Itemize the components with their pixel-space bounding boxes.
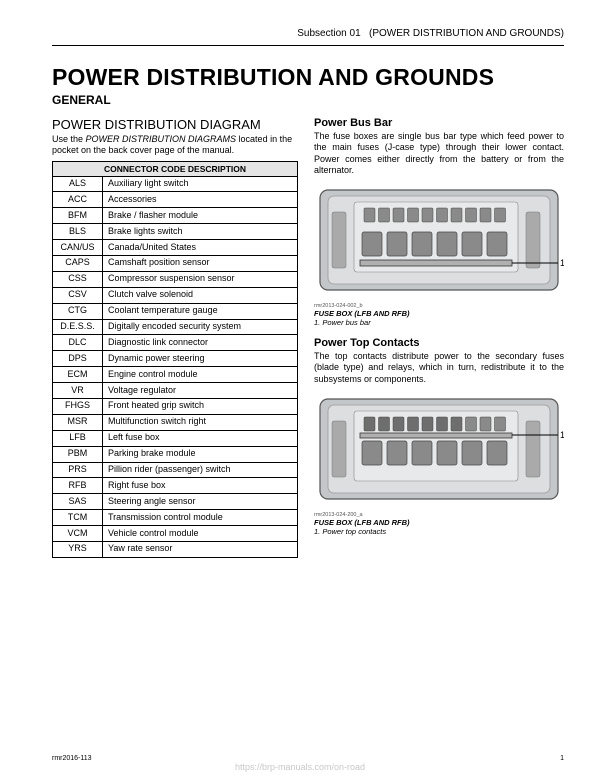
code-cell: VR [53, 383, 103, 399]
table-row: PRSPillion rider (passenger) switch [53, 462, 298, 478]
desc-cell: Yaw rate sensor [103, 541, 298, 557]
table-header: CONNECTOR CODE DESCRIPTION [53, 161, 298, 176]
table-row: LFBLeft fuse box [53, 430, 298, 446]
figure-1-note: 1. Power bus bar [314, 318, 564, 327]
code-cell: PRS [53, 462, 103, 478]
fuse-box-figure-2: 1 [314, 393, 564, 511]
code-cell: SAS [53, 494, 103, 510]
table-row: BLSBrake lights switch [53, 224, 298, 240]
subsection-label: Subsection 01 [297, 28, 360, 39]
figure-2-note: 1. Power top contacts [314, 527, 564, 536]
desc-cell: Steering angle sensor [103, 494, 298, 510]
code-cell: CTG [53, 303, 103, 319]
watermark: https://brp-manuals.com/on-road [0, 762, 600, 772]
connector-code-table: CONNECTOR CODE DESCRIPTION ALSAuxiliary … [52, 161, 298, 558]
table-row: CSSCompressor suspension sensor [53, 271, 298, 287]
bus-bar-text: The fuse boxes are single bus bar type w… [314, 131, 564, 176]
code-cell: BLS [53, 224, 103, 240]
code-cell: RFB [53, 478, 103, 494]
bus-bar-heading: Power Bus Bar [314, 117, 564, 129]
table-row: ECMEngine control module [53, 367, 298, 383]
desc-cell: Parking brake module [103, 446, 298, 462]
svg-text:1: 1 [560, 258, 564, 268]
desc-cell: Front heated grip switch [103, 398, 298, 414]
table-row: D.E.S.S.Digitally encoded security syste… [53, 319, 298, 335]
desc-cell: Clutch valve solenoid [103, 287, 298, 303]
right-column: Power Bus Bar The fuse boxes are single … [314, 117, 564, 558]
intro-text: Use the POWER DISTRIBUTION DIAGRAMS loca… [52, 134, 298, 157]
table-row: DPSDynamic power steering [53, 351, 298, 367]
code-cell: VCM [53, 526, 103, 542]
main-title: POWER DISTRIBUTION AND GROUNDS [52, 64, 564, 91]
desc-cell: Transmission control module [103, 510, 298, 526]
table-row: CAPSCamshaft position sensor [53, 255, 298, 271]
code-cell: CSV [53, 287, 103, 303]
desc-cell: Diagnostic link connector [103, 335, 298, 351]
table-row: VCMVehicle control module [53, 526, 298, 542]
header-title: (POWER DISTRIBUTION AND GROUNDS) [369, 28, 564, 39]
table-row: CSVClutch valve solenoid [53, 287, 298, 303]
page-header: Subsection 01 (POWER DISTRIBUTION AND GR… [52, 28, 564, 46]
desc-cell: Pillion rider (passenger) switch [103, 462, 298, 478]
code-cell: FHGS [53, 398, 103, 414]
code-cell: BFM [53, 208, 103, 224]
table-row: PBMParking brake module [53, 446, 298, 462]
table-row: FHGSFront heated grip switch [53, 398, 298, 414]
table-row: RFBRight fuse box [53, 478, 298, 494]
code-cell: ACC [53, 192, 103, 208]
code-cell: DLC [53, 335, 103, 351]
table-row: CTGCoolant temperature gauge [53, 303, 298, 319]
page-footer: rmr2016-113 1 [52, 755, 564, 762]
footer-left: rmr2016-113 [52, 755, 92, 762]
left-column: POWER DISTRIBUTION DIAGRAM Use the POWER… [52, 117, 298, 558]
table-row: YRSYaw rate sensor [53, 541, 298, 557]
desc-cell: Voltage regulator [103, 383, 298, 399]
fuse-box-figure-1: 1 [314, 184, 564, 302]
top-contacts-heading: Power Top Contacts [314, 337, 564, 349]
desc-cell: Compressor suspension sensor [103, 271, 298, 287]
code-cell: TCM [53, 510, 103, 526]
code-cell: DPS [53, 351, 103, 367]
code-cell: CAN/US [53, 240, 103, 256]
table-row: MSRMultifunction switch right [53, 414, 298, 430]
code-cell: ECM [53, 367, 103, 383]
code-cell: ALS [53, 176, 103, 192]
table-row: BFMBrake / flasher module [53, 208, 298, 224]
general-heading: GENERAL [52, 93, 564, 107]
desc-cell: Engine control module [103, 367, 298, 383]
top-contacts-text: The top contacts distribute power to the… [314, 351, 564, 385]
figure-2-caption: FUSE BOX (LFB AND RFB) [314, 518, 564, 527]
desc-cell: Multifunction switch right [103, 414, 298, 430]
code-cell: D.E.S.S. [53, 319, 103, 335]
desc-cell: Brake lights switch [103, 224, 298, 240]
footer-page-number: 1 [560, 755, 564, 762]
table-row: VRVoltage regulator [53, 383, 298, 399]
desc-cell: Right fuse box [103, 478, 298, 494]
desc-cell: Dynamic power steering [103, 351, 298, 367]
desc-cell: Camshaft position sensor [103, 255, 298, 271]
table-row: ACCAccessories [53, 192, 298, 208]
code-cell: CAPS [53, 255, 103, 271]
desc-cell: Coolant temperature gauge [103, 303, 298, 319]
table-row: DLCDiagnostic link connector [53, 335, 298, 351]
code-cell: YRS [53, 541, 103, 557]
desc-cell: Vehicle control module [103, 526, 298, 542]
desc-cell: Left fuse box [103, 430, 298, 446]
svg-text:1: 1 [560, 430, 564, 440]
code-cell: MSR [53, 414, 103, 430]
diagram-heading: POWER DISTRIBUTION DIAGRAM [52, 117, 298, 132]
desc-cell: Canada/United States [103, 240, 298, 256]
desc-cell: Digitally encoded security system [103, 319, 298, 335]
code-cell: PBM [53, 446, 103, 462]
figure-1-caption: FUSE BOX (LFB AND RFB) [314, 309, 564, 318]
code-cell: CSS [53, 271, 103, 287]
table-row: CAN/USCanada/United States [53, 240, 298, 256]
desc-cell: Auxiliary light switch [103, 176, 298, 192]
desc-cell: Accessories [103, 192, 298, 208]
table-row: TCMTransmission control module [53, 510, 298, 526]
code-cell: LFB [53, 430, 103, 446]
table-row: ALSAuxiliary light switch [53, 176, 298, 192]
desc-cell: Brake / flasher module [103, 208, 298, 224]
table-row: SASSteering angle sensor [53, 494, 298, 510]
